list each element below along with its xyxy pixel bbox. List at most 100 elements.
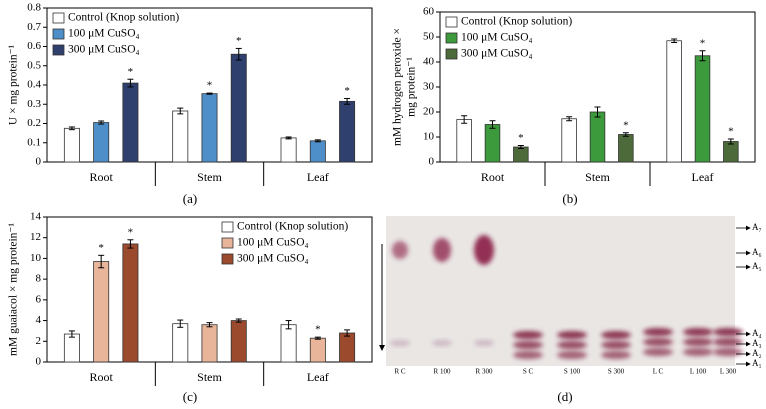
band-label: A₂ [752, 348, 762, 358]
gel-band [713, 328, 743, 336]
significance-mark: * [98, 242, 104, 254]
band-label: A₆ [752, 247, 762, 257]
y-tick-label: 10 [30, 252, 42, 264]
y-axis-label: mg protein⁻¹ [406, 57, 418, 117]
error-bar [235, 47, 242, 61]
gel-band [601, 341, 631, 349]
gel-band [513, 331, 543, 339]
y-tick-label: 0.5 [27, 59, 41, 71]
error-bar [566, 116, 573, 122]
significance-mark: * [128, 66, 134, 78]
gel-band [643, 338, 673, 346]
y-tick-label: 0 [429, 156, 435, 168]
bar [93, 261, 110, 363]
error-bar [727, 138, 734, 145]
legend-label: 100 μM CuSO₄ [461, 32, 533, 44]
legend-label: 300 μM CuSO₄ [461, 48, 533, 60]
error-bar [699, 50, 706, 62]
gel-band [474, 235, 494, 265]
x-tick-label: Stem [585, 170, 610, 184]
y-tick-label: 4 [36, 314, 42, 326]
legend-label: 100 μM CuSO₄ [68, 28, 140, 40]
panel-label: (d) [557, 389, 572, 404]
gel-band [683, 338, 713, 346]
legend-label: Control (Knop solution) [237, 221, 348, 233]
legend-swatch [52, 44, 65, 56]
legend-swatch [445, 32, 458, 44]
gel-band [392, 241, 408, 259]
gel-band [643, 328, 673, 336]
lane-label: S 100 [564, 368, 581, 376]
band-label: A₅ [752, 261, 762, 271]
legend-label: Control (Knop solution) [461, 16, 572, 28]
gel-band [683, 328, 713, 336]
y-tick-label: 12 [30, 231, 41, 243]
x-tick-label: Root [89, 370, 113, 384]
y-tick-label: 0.1 [27, 136, 41, 148]
error-bar [517, 145, 524, 149]
error-bar [206, 322, 213, 328]
gel-band [474, 340, 494, 346]
bar [172, 323, 189, 363]
error-bar [127, 78, 134, 88]
significance-mark: * [518, 132, 524, 144]
significance-mark: * [623, 119, 629, 131]
bar [230, 53, 247, 163]
bar [309, 337, 326, 363]
legend-swatch [445, 16, 458, 28]
x-tick-label: Root [89, 170, 113, 184]
error-bar [98, 120, 105, 125]
bar [484, 124, 501, 163]
y-tick-label: 0.4 [27, 79, 41, 91]
band-label: A₇ [752, 222, 762, 232]
lane-label: L 100 [690, 368, 707, 376]
y-tick-label: 14 [30, 211, 42, 223]
y-tick-label: 0.6 [27, 40, 41, 52]
error-bar [344, 97, 351, 105]
error-bar [235, 318, 242, 323]
x-tick-label: Leaf [307, 370, 329, 384]
gel-band [557, 351, 587, 359]
gel-band [557, 331, 587, 339]
bar [561, 118, 577, 163]
bar [280, 137, 297, 163]
y-axis-label: U × mg protein⁻¹ [8, 44, 20, 125]
band-label: A₁ [752, 358, 762, 368]
error-bar [314, 139, 321, 143]
legend-swatch [445, 48, 458, 60]
significance-mark: * [700, 37, 706, 49]
legend-label: 300 μM CuSO₄ [68, 44, 140, 56]
error-bar [285, 320, 292, 330]
panel-label: (c) [183, 389, 197, 404]
panel-label: (b) [562, 191, 577, 206]
bar [339, 332, 356, 363]
x-tick-label: Stem [197, 370, 222, 384]
significance-mark: * [728, 126, 734, 138]
legend-label: Control (Knop solution) [68, 12, 179, 24]
error-bar [489, 120, 496, 129]
error-bar [206, 92, 213, 95]
y-tick-label: 20 [423, 106, 435, 118]
error-bar [671, 38, 678, 43]
bar [230, 320, 247, 363]
y-axis-label: mM hydrogen peroxide × [392, 28, 404, 146]
significance-mark: * [128, 226, 134, 238]
legend-swatch [221, 237, 234, 249]
y-tick-label: 0.3 [27, 98, 41, 110]
lane-label: L C [653, 368, 664, 376]
bar [723, 141, 739, 163]
x-tick-label: Leaf [307, 170, 329, 184]
legend-swatch [221, 221, 234, 233]
bar [280, 324, 297, 363]
legend-swatch [52, 28, 65, 40]
bar [309, 140, 326, 163]
bar [456, 119, 472, 163]
gel-band [601, 351, 631, 359]
error-bar [344, 329, 351, 337]
y-tick-label: 0 [36, 156, 42, 168]
error-bar [285, 136, 292, 140]
gel-band [713, 338, 743, 346]
legend-swatch [221, 253, 234, 265]
legend-label: 100 μM CuSO₄ [237, 237, 309, 249]
significance-mark: * [207, 80, 213, 92]
